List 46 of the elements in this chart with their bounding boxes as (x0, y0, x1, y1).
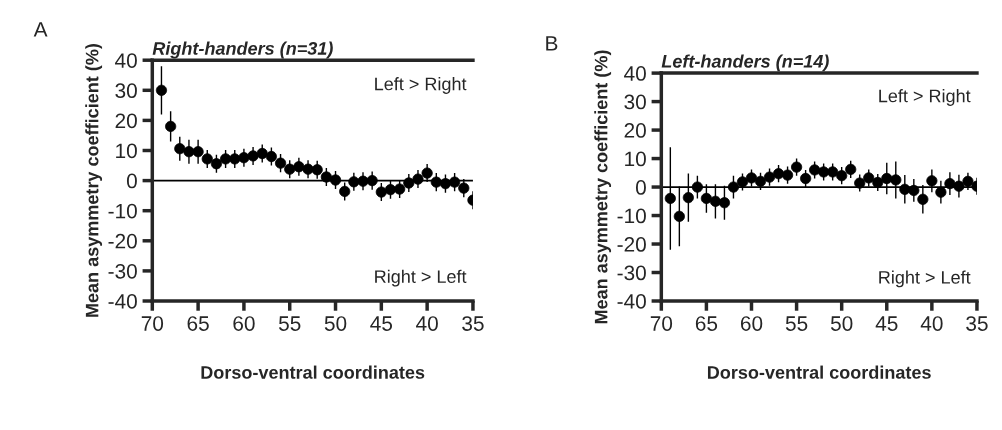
y-tick-label: -10 (108, 203, 137, 219)
y-tick-label: -30 (617, 265, 646, 281)
text: B (546, 36, 558, 51)
annotation: Left > Right (879, 89, 971, 106)
y-tick-label: -40 (617, 294, 646, 309)
y-tick-label: -30 (108, 263, 137, 279)
annotation: Right > Left (879, 270, 971, 288)
y-tick-label: 20 (624, 123, 646, 138)
x-tick-label: 70 (650, 316, 673, 331)
x-tick-label: 55 (785, 316, 808, 331)
y-tick-label: 40 (624, 66, 646, 81)
x-tick-label: 40 (920, 316, 943, 331)
x-axis-title: Dorso-ventral coordinates (707, 365, 931, 379)
text: A (33, 22, 48, 37)
x-tick-label: 45 (370, 316, 393, 331)
chart-title: Left-handers (n=14) (661, 54, 829, 72)
y-tick-label: -20 (108, 233, 137, 249)
x-tick-label: 35 (462, 316, 484, 331)
y-axis-title: Mean asymmetry coefficient (%) (594, 50, 612, 324)
y-tick-label: 10 (116, 143, 137, 159)
x-tick-label: 70 (141, 316, 164, 331)
y-axis-title: Mean asymmetry coefficient (%) (85, 44, 103, 317)
y-tick-label: 0 (635, 180, 646, 195)
x-tick-label: 65 (187, 316, 209, 331)
x-tick-label: 60 (740, 316, 763, 331)
chart-title: Right-handers (n=31) (152, 41, 333, 59)
annotation: Right > Left (375, 269, 467, 287)
x-tick-label: 35 (966, 316, 988, 331)
x-axis-title: Dorso-ventral coordinates (201, 365, 425, 379)
x-tick-label: 40 (416, 316, 438, 331)
x-tick-label: 55 (278, 316, 301, 331)
y-tick-label: 40 (115, 53, 137, 68)
y-tick-label: -10 (617, 208, 646, 224)
x-tick-label: 45 (875, 316, 898, 331)
y-tick-label: 20 (115, 113, 137, 129)
x-tick-label: 65 (695, 316, 718, 331)
y-tick-label: -40 (108, 294, 137, 309)
x-tick-label: 60 (233, 316, 255, 331)
y-tick-label: 30 (115, 83, 137, 99)
y-tick-label: 10 (625, 151, 646, 167)
y-tick-label: -20 (617, 237, 646, 252)
y-tick-label: 0 (126, 173, 137, 189)
y-tick-label: 30 (624, 94, 646, 110)
annotation: Left > Right (375, 77, 467, 94)
x-tick-label: 50 (324, 316, 347, 331)
x-tick-label: 50 (830, 316, 853, 331)
